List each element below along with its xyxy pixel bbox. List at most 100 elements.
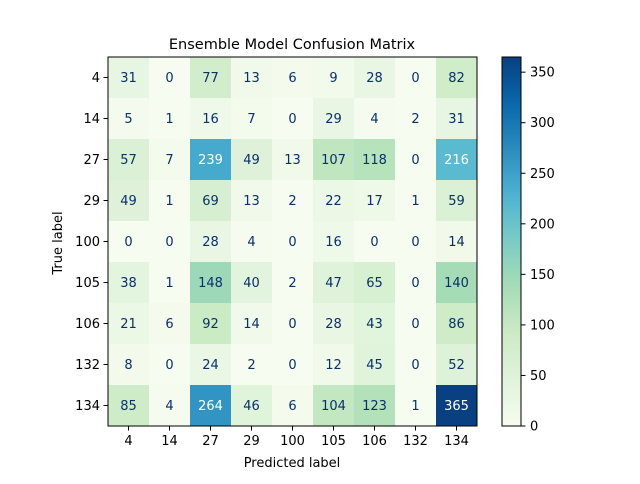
cell-value-label: 1 [165,194,173,209]
heatmap-cell [313,385,355,427]
cell-value-label: 365 [444,399,469,414]
cell-value-label: 2 [247,358,255,373]
heatmap-cell [354,139,396,181]
cell-value-label: 8 [124,358,132,373]
heatmap-cell [231,262,273,304]
colorbar-tick-label: 100 [530,318,555,333]
colorbar-tick-label: 0 [530,420,538,435]
colorbar-tick-label: 150 [530,268,555,283]
heatmap-cell [231,303,273,345]
cell-value-label: 92 [202,317,219,332]
heatmap-cell [395,180,437,222]
y-tick-label: 134 [75,399,100,414]
heatmap-cell [354,57,396,99]
cell-value-label: 7 [165,153,173,168]
heatmap-cell [436,139,478,181]
cell-value-label: 1 [165,276,173,291]
cell-value-label: 123 [362,399,387,414]
y-tick-label: 105 [75,276,100,291]
heatmap-cell [436,303,478,345]
heatmap-cell [272,221,314,263]
y-tick-label: 29 [83,194,100,209]
cell-value-label: 16 [202,112,219,127]
heatmap-cell [272,139,314,181]
cell-value-label: 2 [288,194,296,209]
x-tick-label: 132 [403,434,428,449]
heatmap-cell [108,180,150,222]
heatmap-cell [436,262,478,304]
y-tick-label: 14 [83,112,100,127]
heatmap-cell [436,385,478,427]
heatmap-cell [108,262,150,304]
heatmap-cell [149,180,191,222]
cell-value-label: 24 [202,358,219,373]
heatmap-cell [190,344,232,386]
heatmap-cell [313,139,355,181]
cell-value-label: 14 [243,317,260,332]
cell-value-label: 2 [411,112,419,127]
cell-value-label: 38 [120,276,137,291]
colorbar-tick-label: 200 [530,217,555,232]
heatmap-cell [108,303,150,345]
heatmap-cell [272,180,314,222]
heatmap-cell [108,139,150,181]
cell-value-label: 1 [411,399,419,414]
colorbar-ticks: 0 50 100 150 200 250 300 350 [521,66,555,435]
cell-value-label: 239 [198,153,223,168]
heatmap-cell [354,221,396,263]
heatmap-cells [108,57,478,427]
cell-value-label: 43 [366,317,383,332]
heatmap-cell [190,221,232,263]
cell-value-label: 0 [165,235,173,250]
heatmap-cell [354,262,396,304]
heatmap-cell [395,303,437,345]
cell-value-label: 0 [411,153,419,168]
heatmap-cell [149,98,191,140]
heatmap-cell [108,98,150,140]
cell-value-label: 17 [366,194,383,209]
y-tick-label: 132 [75,358,100,373]
cell-value-label: 0 [411,71,419,86]
heatmap-cell [108,344,150,386]
cell-value-label: 6 [288,71,296,86]
cell-value-label: 22 [325,194,342,209]
heatmap-cell [108,385,150,427]
heatmap-cell [108,221,150,263]
heatmap-cell [231,344,273,386]
heatmap-cell [149,139,191,181]
heatmap-cell [436,221,478,263]
heatmap-cell [231,98,273,140]
cell-value-label: 31 [448,112,465,127]
cell-value-label: 46 [243,399,260,414]
heatmap-cell [108,57,150,99]
heatmap-cell [272,344,314,386]
colorbar-tick-label: 350 [530,66,555,81]
cell-value-label: 0 [411,235,419,250]
cell-value-label: 40 [243,276,260,291]
cell-value-label: 28 [325,317,342,332]
chart-title: Ensemble Model Confusion Matrix [169,37,416,53]
heatmap-cell [313,98,355,140]
heatmap-cell [190,180,232,222]
heatmap-cell [149,221,191,263]
heatmap-cell [395,221,437,263]
heatmap-cell [272,303,314,345]
cell-value-label: 4 [165,399,173,414]
cell-value-label: 9 [329,71,337,86]
x-tick-label: 106 [362,434,387,449]
y-tick-label: 106 [75,317,100,332]
cell-value-label: 0 [288,358,296,373]
y-axis-ticks: 4 14 27 29 100 105 106 132 134 [75,71,108,414]
heatmap-cell [272,385,314,427]
heatmap-cell [231,221,273,263]
heatmap-cell [395,385,437,427]
heatmap-cell [354,385,396,427]
cell-value-label: 4 [370,112,378,127]
heatmap-cell [272,262,314,304]
heatmap-cell [395,139,437,181]
heatmap-cell [190,57,232,99]
cell-value-label: 13 [243,194,260,209]
heatmap-cell [231,180,273,222]
heatmap-cell [231,57,273,99]
